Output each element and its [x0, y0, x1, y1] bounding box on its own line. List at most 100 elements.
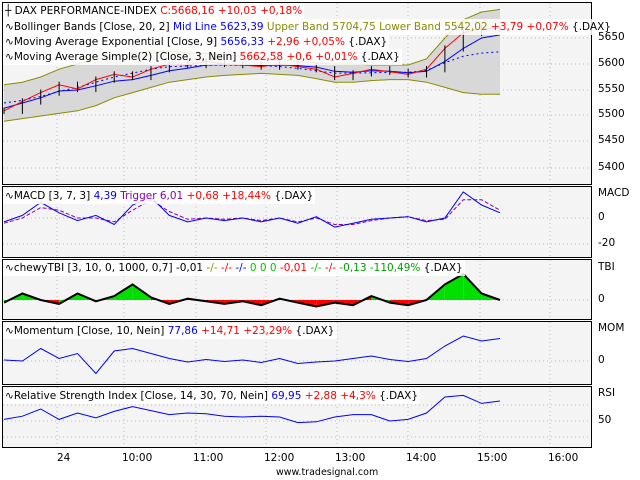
momentum-line [3, 335, 501, 375]
bb-mid-label: Mid Line [172, 21, 217, 33]
macd-label: MACD [3, 7, 3] [13, 190, 91, 202]
rsi-line [3, 394, 501, 424]
tbi-area [444, 274, 464, 300]
indicator-icon: ∿ [5, 21, 14, 33]
ema-change: +2,96 [267, 36, 300, 48]
sma-change: +0,6 [286, 51, 312, 63]
price-tick: 5500 [598, 108, 625, 120]
bb-legend[interactable]: ∿Bollinger Bands [Close, 20, 2] Mid Line… [3, 19, 613, 35]
ema-legend[interactable]: ∿Moving Average Exponential [Close, 9] 5… [3, 34, 390, 50]
indicator-icon: ∿ [5, 325, 14, 337]
indicator-icon: ∿ [5, 190, 14, 202]
tbi-axis-title: TBI [598, 261, 615, 273]
time-tick: 14:00 [406, 452, 437, 464]
mom-change: +14,71 [201, 325, 240, 337]
time-tick: 16:00 [548, 452, 579, 464]
macd-tick: 0 [598, 211, 605, 223]
indicator-icon: ∿ [5, 51, 14, 63]
macd-legend[interactable]: ∿MACD [3, 7, 3] 4,39 Trigger 6,01 +0,68 … [3, 188, 316, 204]
ema-label: Moving Average Exponential [Close, 9] [13, 36, 218, 48]
indicator-icon: ∿ [5, 262, 14, 274]
macd-sym: {.DAX} [274, 190, 314, 202]
trigger-label: Trigger [120, 190, 157, 202]
macd-pct: +18,44% [222, 190, 271, 202]
rsi-tick: 50 [598, 414, 612, 426]
mom-axis-title: MOM [598, 322, 625, 334]
ema-pct: +0,05% [302, 36, 345, 48]
mom-sym: {.DAX} [295, 325, 335, 337]
macd-tick: -20 [598, 237, 616, 249]
rsi-value: 69,95 [271, 390, 302, 402]
indicator-icon: ∿ [5, 36, 14, 48]
time-tick: 13:00 [335, 452, 366, 464]
tbi-sym: {.DAX} [423, 262, 463, 274]
close-pct: +0,18% [260, 5, 303, 17]
tbi-v3: -/- [220, 262, 233, 274]
price-tick: 5650 [598, 31, 625, 43]
tbi-area [463, 274, 482, 300]
sma-pct: +0,01% [315, 51, 358, 63]
mom-label: Momentum [Close, 10, Nein] [13, 325, 165, 337]
rsi-legend[interactable]: ∿Relative Strength Index [Close, 14, 30,… [3, 388, 421, 404]
rsi-label: Relative Strength Index [Close, 14, 30, … [13, 390, 268, 402]
bb-upper: 5704,75 [332, 21, 376, 33]
mom-value: 77,86 [167, 325, 198, 337]
tbi-legend[interactable]: ∿chewyTBI [3, 10, 0, 1000, 0,7] -0,01 -/… [3, 260, 465, 276]
time-tick: 12:00 [264, 452, 295, 464]
price-legend: ┼ DAX PERFORMANCE-INDEX C:5668,16 +10,03… [3, 3, 305, 19]
sma-line [3, 28, 500, 112]
tbi-v1: -0,01 [175, 262, 204, 274]
tbi-v5: 0 0 0 [249, 262, 277, 274]
tbi-v2: -/- [206, 262, 218, 274]
sma-sym: {.DAX} [360, 51, 400, 63]
close-value: C:5668,16 [160, 5, 215, 17]
tbi-v10: -110,49% [369, 262, 421, 274]
ema-sym: {.DAX} [348, 36, 388, 48]
bb-pct: +0,07% [526, 21, 569, 33]
mom-tick: 0 [598, 354, 605, 366]
rsi-change: +2,88 [304, 390, 337, 402]
bb-lower: 5542,02 [444, 21, 488, 33]
sma-value: 5662,58 [239, 51, 284, 63]
macd-change: +0,68 [186, 190, 219, 202]
tbi-label: chewyTBI [3, 10, 0, 1000, 0,7] [13, 262, 173, 274]
trigger-value: 6,01 [159, 190, 184, 202]
tbi-line [3, 272, 501, 308]
close-change: +10,03 [217, 5, 257, 17]
sma-label: Moving Average Simple(2) [Close, 3, Nein… [13, 51, 237, 63]
indicator-icon: ∿ [5, 390, 14, 402]
price-tick: 5400 [598, 161, 625, 173]
bb-upper-label: Upper Band [266, 21, 330, 33]
rsi-pct: +4,3% [340, 390, 376, 402]
bb-sym: {.DAX} [572, 21, 611, 33]
rsi-axis-title: RSI [598, 387, 616, 399]
time-tick: 11:00 [193, 452, 224, 464]
price-tick: 5550 [598, 83, 625, 95]
macd-value: 4,39 [93, 190, 117, 202]
tbi-v9: -0,13 [339, 262, 367, 274]
bb-mid: 5623,39 [220, 21, 264, 33]
bb-change: +3,79 [490, 21, 524, 33]
tbi-v8: -/- [324, 262, 337, 274]
ema-value: 5656,33 [220, 36, 264, 48]
price-tick: 5600 [598, 57, 625, 69]
symbol-title: DAX PERFORMANCE-INDEX [14, 5, 157, 17]
tbi-tick: 0 [598, 293, 605, 305]
mom-pct: +23,29% [243, 325, 293, 337]
rsi-sym: {.DAX} [379, 390, 419, 402]
price-tick: 5450 [598, 134, 625, 146]
macd-line [3, 191, 501, 228]
tbi-v7: -/- [310, 262, 322, 274]
bollinger-lower-line [3, 72, 500, 122]
momentum-legend[interactable]: ∿Momentum [Close, 10, Nein] 77,86 +14,71… [3, 323, 337, 339]
macd-axis-title: MACD [598, 187, 630, 199]
sma-legend[interactable]: ∿Moving Average Simple(2) [Close, 3, Nei… [3, 49, 402, 65]
tbi-v6: -0,01 [279, 262, 308, 274]
time-tick: 24 [57, 452, 71, 464]
tbi-v4: -/- [235, 262, 247, 274]
watermark[interactable]: www.tradesignal.com [276, 467, 379, 478]
time-tick: 10:00 [122, 452, 153, 464]
bb-label: Bollinger Bands [Close, 20, 2] [13, 21, 170, 33]
time-tick: 15:00 [477, 452, 508, 464]
